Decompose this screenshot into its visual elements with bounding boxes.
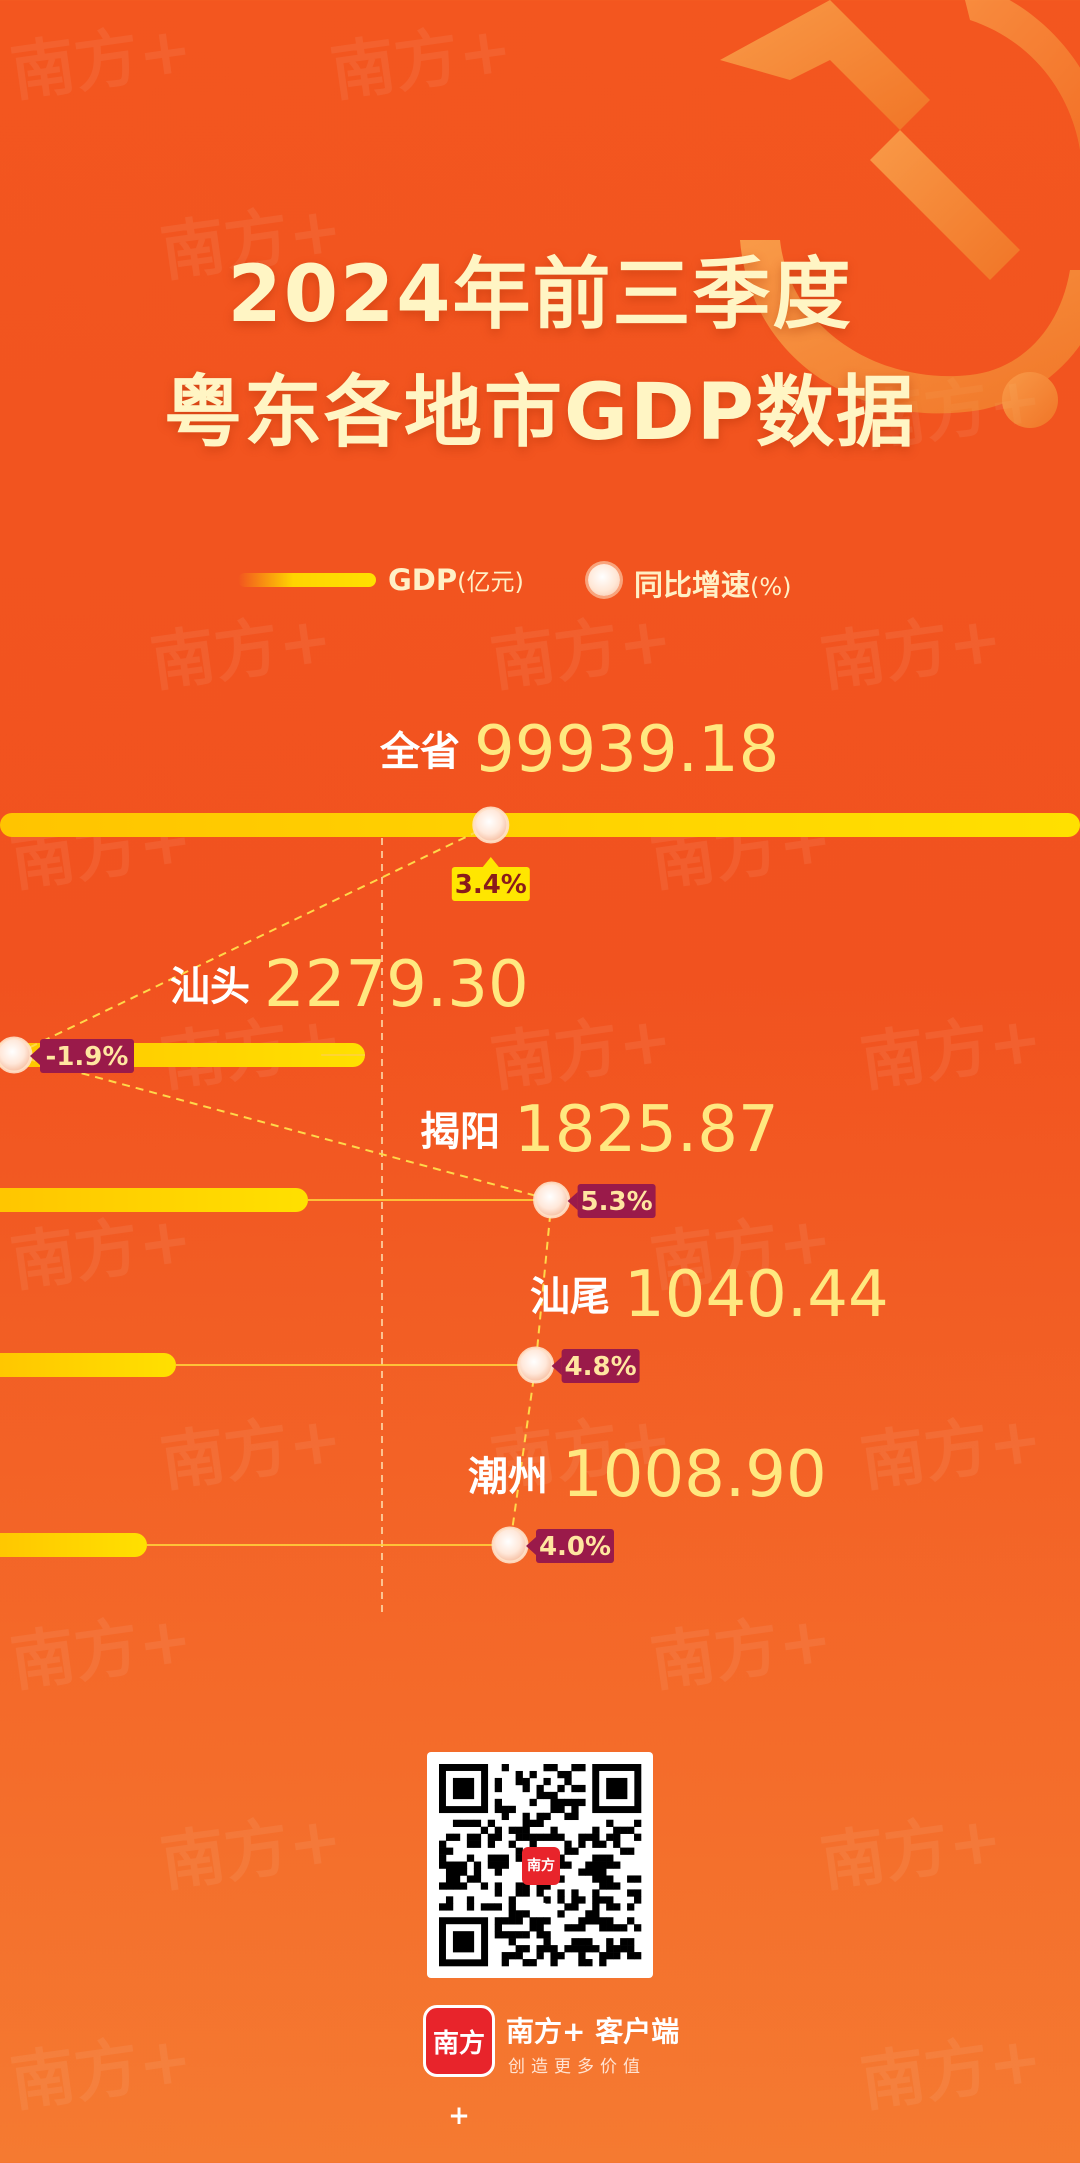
watermark: 南方+ <box>326 11 517 112</box>
growth-dot <box>533 1181 571 1219</box>
legend-growth-unit: (%) <box>750 573 792 601</box>
legend-growth: 同比增速(%) <box>634 562 792 604</box>
legend-gdp-unit: (亿元) <box>457 568 524 596</box>
watermark: 南方+ <box>6 11 197 112</box>
growth-value-label: 4.0% <box>539 1532 611 1562</box>
growth-badge-pointer <box>567 1192 578 1210</box>
growth-path-segment <box>13 824 492 1056</box>
growth-badge-pointer <box>30 1047 40 1065</box>
category-label: 揭阳 <box>420 1109 500 1155</box>
legend-gdp: GDP(亿元) <box>388 562 524 597</box>
qr-code: 南方+ <box>427 1752 653 1978</box>
growth-value-label: 3.4% <box>455 870 527 900</box>
legend-dot-swatch <box>588 564 620 596</box>
emblem-decoration <box>720 0 1080 428</box>
app-slogan: 创造更多价值 <box>508 2057 646 2077</box>
legend-gdp-label: GDP <box>388 563 458 597</box>
growth-dot <box>491 1526 529 1564</box>
gdp-value-label: 1040.44 <box>624 1258 889 1332</box>
growth-badge <box>40 1039 134 1073</box>
growth-dot <box>517 1346 555 1384</box>
watermark: 南方+ <box>146 601 337 702</box>
growth-badge <box>451 867 530 901</box>
growth-value-label: 4.8% <box>565 1352 637 1382</box>
growth-badge <box>577 1184 656 1218</box>
chart-legend: GDP(亿元) 同比增速(%) <box>0 560 1080 602</box>
gdp-value-label: 99939.18 <box>474 713 779 787</box>
gdp-value-label: 2279.30 <box>264 948 529 1022</box>
category-label: 潮州 <box>468 1454 548 1500</box>
watermark: 南方+ <box>816 601 1007 702</box>
gdp-value-label: 1008.90 <box>562 1438 827 1512</box>
qr-pattern <box>439 1764 642 1967</box>
legend-growth-label: 同比增速 <box>634 568 751 602</box>
growth-badge-pointer <box>526 1537 536 1555</box>
gdp-bar <box>0 1353 176 1377</box>
legend-bar-swatch <box>238 573 376 587</box>
page-title-line1: 2024年前三季度 <box>227 250 853 340</box>
app-name: 南方+ 客户端 <box>506 2015 680 2048</box>
growth-badge <box>561 1349 640 1383</box>
gdp-chart: 3.4% -1.9% 5.3% 4.8% 4.0% 全省 99939.18 汕头 2279.30… <box>0 713 1080 1615</box>
watermark: 南方+ <box>156 1801 347 1902</box>
growth-path-segment <box>509 1364 537 1546</box>
growth-badge-pointer <box>551 1357 562 1375</box>
watermark: 南方+ <box>486 601 677 702</box>
gdp-value-label: 1825.87 <box>514 1093 779 1167</box>
watermark: 南方+ <box>6 2021 197 2122</box>
growth-dot <box>0 1036 33 1074</box>
category-label: 全省 <box>379 729 460 775</box>
category-label: 汕头 <box>170 964 250 1010</box>
growth-badge-pointer <box>482 857 499 867</box>
growth-path-segment <box>13 1054 552 1201</box>
gdp-bar <box>0 1188 308 1212</box>
growth-value-label: -1.9% <box>46 1042 129 1072</box>
gdp-bar <box>0 1533 147 1557</box>
gdp-bar <box>0 813 1080 837</box>
watermark: 南方+ <box>816 1801 1007 1902</box>
app-logo: 南方+ <box>423 2005 495 2131</box>
category-label: 汕尾 <box>530 1274 610 1320</box>
watermark: 南方+ <box>856 2021 1047 2122</box>
growth-badge <box>536 1529 614 1563</box>
growth-dot <box>472 806 510 844</box>
page-title-line2: 粤东各地市GDP数据 <box>164 368 916 458</box>
qr-center-logo: 南方+ <box>522 1847 560 1912</box>
growth-value-label: 5.3% <box>581 1187 653 1217</box>
